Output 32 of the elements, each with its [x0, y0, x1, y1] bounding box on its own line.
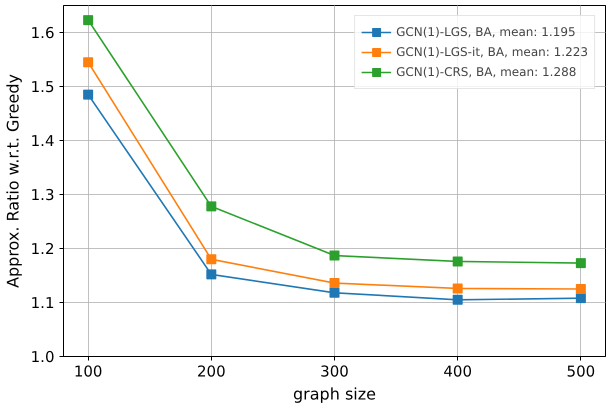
x-axis-title: graph size	[293, 384, 376, 404]
point	[576, 293, 586, 304]
y-tick-label: 1.1	[30, 294, 55, 312]
legend-label: GCN(1)-CRS, BA, mean: 1.288	[396, 65, 576, 79]
point	[83, 15, 94, 26]
legend-label: GCN(1)-LGS, BA, mean: 1.195	[396, 25, 576, 39]
point	[452, 283, 463, 294]
legend-label: GCN(1)-LGS-it, BA, mean: 1.223	[396, 45, 588, 59]
point	[452, 256, 463, 266]
point	[576, 258, 586, 268]
point	[206, 254, 216, 264]
y-tick-label: 1.0	[30, 348, 55, 366]
point	[452, 294, 463, 305]
point	[83, 57, 94, 68]
point	[83, 90, 94, 100]
x-tick-label: 300	[320, 362, 349, 380]
y-tick-label: 1.6	[30, 24, 55, 42]
point	[206, 269, 216, 280]
point	[330, 250, 340, 261]
point	[576, 284, 586, 294]
x-tick-label: 500	[566, 362, 596, 380]
point	[330, 288, 340, 298]
x-tick-label: 200	[197, 362, 226, 380]
y-tick-label: 1.3	[30, 186, 55, 204]
y-axis-title: Approx. Ratio w.r.t. Greedy	[4, 74, 23, 288]
x-tick-label: 400	[443, 362, 472, 380]
x-tick-label: 100	[74, 362, 102, 380]
point	[206, 201, 216, 212]
y-tick-label: 1.5	[30, 78, 55, 96]
y-tick-label: 1.4	[30, 132, 55, 150]
y-tick-label: 1.2	[30, 240, 55, 258]
point	[330, 278, 340, 288]
